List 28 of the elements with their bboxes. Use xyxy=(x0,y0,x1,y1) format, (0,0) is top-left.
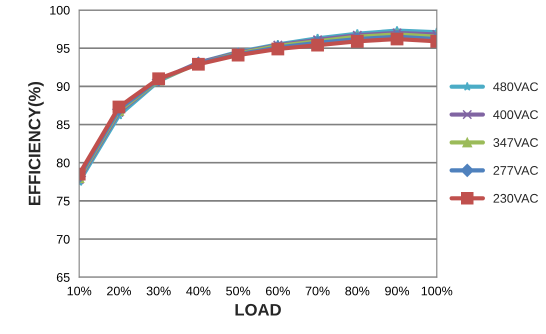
y-tick-label: 80 xyxy=(56,158,70,168)
x-tick-label: 100% xyxy=(422,286,452,296)
x-tick-label: 60% xyxy=(266,286,290,296)
x-tick-label: 20% xyxy=(107,286,132,296)
legend-label: 480VAC xyxy=(493,82,538,92)
y-tick-label: 85 xyxy=(56,120,70,130)
x-tick-label: 30% xyxy=(146,286,171,296)
y-tick-label: 70 xyxy=(56,234,70,244)
legend-label: 347VAC xyxy=(493,138,538,147)
y-axis-title: EFFICIENCY(%) xyxy=(28,82,44,206)
x-tick-label: 10% xyxy=(68,286,92,296)
y-tick-label: 95 xyxy=(56,44,70,53)
x-tick-label: 80% xyxy=(345,286,370,296)
y-tick-label: 65 xyxy=(56,273,70,282)
legend-label: 230VAC xyxy=(494,194,538,203)
point xyxy=(390,32,404,46)
x-tick-label: 70% xyxy=(306,286,330,296)
y-tick-label: 75 xyxy=(56,196,70,206)
point xyxy=(311,38,324,52)
legend-label: 400VAC xyxy=(493,110,538,120)
x-tick-label: 40% xyxy=(186,286,210,296)
y-tick-label: 100 xyxy=(50,6,70,15)
point xyxy=(350,34,364,48)
y-tick-label: 90 xyxy=(56,82,70,92)
legend-label: 277VAC xyxy=(494,166,538,175)
x-axis-title: LOAD xyxy=(235,304,281,316)
x-tick-label: 50% xyxy=(226,286,250,296)
x-tick-label: 90% xyxy=(385,286,410,296)
